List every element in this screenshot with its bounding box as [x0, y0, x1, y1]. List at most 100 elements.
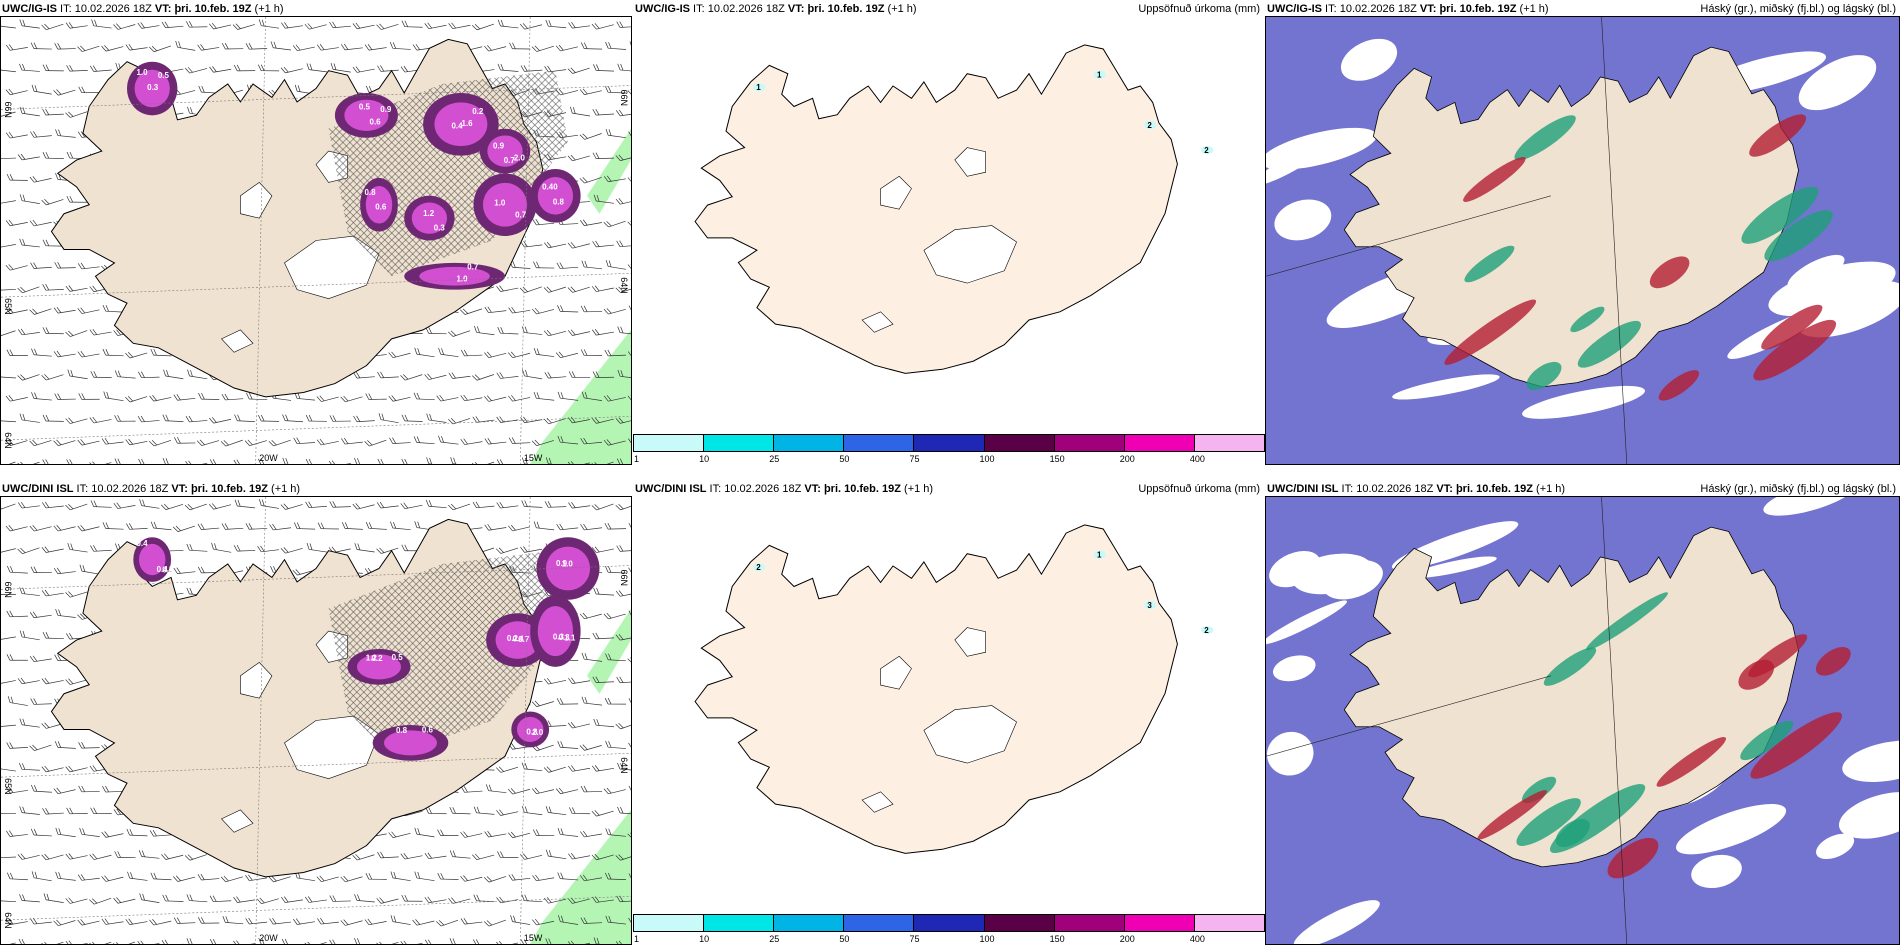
wind-barb [568, 807, 591, 815]
wind-barb [569, 106, 591, 117]
precip-value-label: 0.9 [556, 559, 568, 568]
map-area[interactable]: 112112111122 [633, 16, 1264, 435]
wind-barb [460, 831, 483, 838]
lat-label: 65N [3, 298, 13, 314]
wind-barb [29, 439, 52, 447]
wind-barb [19, 806, 40, 815]
wind-barb [496, 941, 519, 944]
wind-barb [484, 524, 507, 531]
wind-barb [6, 349, 28, 356]
wind-barb [377, 458, 385, 464]
map-area[interactable]: 122213 [633, 496, 1264, 915]
glacier [221, 809, 254, 833]
wind-barb [101, 45, 124, 52]
clear-sky-gap [1842, 740, 1899, 783]
wind-barb [400, 852, 423, 860]
wind-barb [555, 351, 578, 359]
wind-barb [186, 938, 193, 944]
precip-value-label: 1.0 [562, 559, 574, 568]
wind-barb [495, 547, 519, 554]
wind-barb [77, 307, 100, 314]
precip-value-label: 0.6 [422, 726, 434, 735]
wind-barb [545, 849, 567, 860]
colorbar-tick-label: 75 [909, 454, 920, 464]
clear-sky-gap [1293, 900, 1380, 944]
wind-barb [113, 941, 136, 944]
wind-barb [558, 915, 579, 925]
clear-sky-gap [1798, 55, 1877, 111]
precip-value-label: 0.4 [451, 122, 463, 131]
wind-barb [305, 501, 327, 509]
wind-barb [605, 653, 627, 662]
graticule-line [1, 895, 631, 921]
map-area[interactable] [1265, 496, 1900, 945]
wind-barb [497, 326, 519, 335]
wind-barb [627, 89, 631, 96]
wind-barb [628, 438, 631, 445]
map-area[interactable]: 1.0 0.5 1.6 2.0 0.8 1.2 1.0 0.7 0.40 0.3 0.6 0.2 0.9… [0, 16, 632, 465]
wind-barb [139, 893, 160, 903]
wind-barb [305, 414, 327, 422]
lat-label: 64N [619, 277, 629, 293]
wind-barb [65, 330, 88, 337]
precip-core [384, 730, 437, 756]
wind-barb [507, 831, 531, 839]
wind-barb [497, 63, 519, 72]
wind-barb [460, 349, 483, 357]
wind-barb [531, 787, 555, 795]
wind-barb [30, 698, 52, 705]
lon-label: 20W [259, 933, 278, 943]
clear-sky-gap [1691, 854, 1742, 889]
wind-barb [616, 109, 631, 117]
colorbar-swatch [633, 914, 705, 932]
wind-barb [317, 522, 339, 530]
wind-barb [510, 915, 531, 925]
wind-barb [209, 895, 232, 903]
wind-barb [173, 917, 196, 924]
wind-barb [17, 853, 40, 860]
precip-value-label: 0.3 [147, 83, 159, 92]
wind-barb [508, 306, 531, 314]
wind-barb [340, 919, 363, 926]
wind-barb [101, 831, 124, 838]
precip-patch [1201, 626, 1214, 635]
wind-barb [616, 458, 624, 464]
wind-barb [354, 937, 375, 944]
wind-barb [89, 416, 112, 424]
wind-barb [19, 587, 40, 596]
clear-sky-gap [1272, 655, 1316, 682]
wind-barb [54, 43, 76, 50]
wind-barb [41, 198, 64, 206]
wind-barb [376, 941, 399, 944]
wind-barb [627, 176, 631, 183]
map-area[interactable] [1265, 16, 1900, 465]
precip-value-label: 1.0 [136, 68, 148, 77]
wind-barb [41, 374, 64, 381]
wind-barb [1, 19, 16, 29]
wind-barb [591, 853, 614, 861]
precip-value-label: 1.1 [564, 633, 576, 642]
wind-barb [496, 416, 519, 423]
wind-barb [65, 22, 88, 29]
wind-barb [90, 807, 112, 815]
lat-label: 65N [3, 778, 13, 794]
wind-barb [125, 43, 148, 51]
wind-barb [233, 896, 256, 903]
wind-barb [627, 350, 631, 358]
wind-barb [161, 21, 184, 29]
precip-value-label: 0.5 [392, 653, 404, 662]
wind-barb [317, 917, 339, 925]
precip-value-label: 0.6 [370, 117, 382, 126]
lat-label: 64N [3, 912, 13, 928]
wind-barb [448, 372, 471, 379]
map-area[interactable]: 0.4 0.2 0.7 1.1 0.8 1.0 2.0 0.5 1.2 0.4 0.3 0.6 0.9 0… [0, 496, 632, 945]
wind-barb [17, 328, 40, 336]
wind-barb [629, 41, 631, 48]
wind-barb [186, 543, 208, 552]
wind-barb [615, 590, 631, 597]
lat-label: 66N [619, 89, 629, 105]
wind-barb [473, 806, 495, 815]
precip-value-label: 1.0 [494, 199, 506, 208]
colorbar-tick-label: 150 [1049, 934, 1065, 944]
wind-barb [209, 417, 232, 424]
